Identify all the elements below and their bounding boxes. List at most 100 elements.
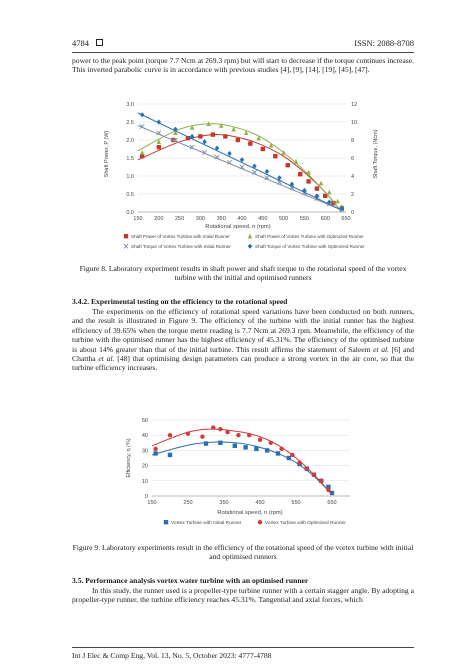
- series-fit-line-1: [151, 441, 333, 495]
- italic-et-al: et al.: [98, 354, 115, 364]
- section-3-5-heading: 3.5. Performance analysis vortex water t…: [72, 576, 309, 585]
- data-point-series-2: [311, 472, 317, 477]
- series-fit-line-4: [137, 112, 343, 211]
- x-tick-label: 350: [217, 216, 226, 222]
- figure-8-y-axis-label-right: Shaft Torque, (Ncm): [373, 129, 379, 178]
- y-tick-label-left: 2.0: [126, 138, 134, 144]
- y-tick-label-right: 2: [351, 192, 354, 198]
- data-point-series-1: [248, 141, 253, 146]
- data-point-series-2: [327, 189, 332, 195]
- data-point-series-4: [139, 112, 145, 118]
- data-point-series-1: [329, 490, 335, 496]
- figure-9-x-axis-label: Rotational speed, n (rpm): [217, 510, 282, 516]
- x-tick-label: 150: [147, 500, 156, 506]
- data-point-series-2: [318, 180, 324, 186]
- data-point-series-4: [214, 145, 220, 151]
- legend-entry: Shaft Torque of Vortex Turbine with Init…: [131, 244, 231, 249]
- y-tick-label-right: 0: [351, 210, 354, 216]
- series-fit-line-1: [137, 134, 343, 213]
- legend-marker: [163, 520, 169, 525]
- data-point-series-2: [189, 124, 195, 130]
- data-point-series-2: [326, 487, 331, 493]
- header-rule: [72, 52, 414, 53]
- data-point-series-2: [200, 434, 205, 439]
- data-point-series-2: [257, 437, 263, 442]
- data-point-series-4: [264, 168, 270, 175]
- data-point-series-4: [277, 175, 282, 181]
- figure-9-y-axis-label: Efficiency, η (%): [126, 438, 132, 477]
- data-point-series-3: [264, 175, 270, 181]
- data-point-series-2: [281, 150, 286, 155]
- data-point-series-4: [252, 163, 257, 169]
- x-tick-label: 400: [237, 216, 246, 222]
- x-tick-label: 500: [279, 216, 288, 222]
- data-point-series-1: [323, 193, 328, 198]
- data-point-series-1: [167, 452, 173, 458]
- intro-paragraph: power to the peak point (torque 7.7 Ncm …: [72, 56, 414, 75]
- x-tick-label: 650: [341, 216, 350, 222]
- y-tick-label-right: 4: [351, 174, 354, 180]
- legend-marker: [123, 243, 129, 249]
- figure-8-y-axis-label-left: Shaft Power, P (W): [104, 131, 110, 178]
- data-point-series-4: [327, 199, 332, 205]
- data-point-series-4: [202, 139, 207, 145]
- x-tick-label: 200: [154, 216, 163, 222]
- data-point-series-1: [306, 179, 311, 184]
- data-point-series-2: [268, 142, 274, 148]
- data-point-series-1: [243, 445, 248, 450]
- y-tick-label-right: 6: [351, 156, 354, 162]
- data-point-series-3: [172, 137, 178, 143]
- data-point-series-2: [185, 431, 191, 436]
- data-point-series-2: [243, 130, 249, 135]
- figure-9-legend: Vortex Turbine with Initial Runner Vortex…: [163, 520, 346, 526]
- header-box-icon: [96, 39, 103, 46]
- data-point-series-1: [285, 163, 290, 168]
- figure-8-chart: Shaft Power, P (W) Shaft Torque, (Ncm) R…: [104, 102, 379, 249]
- figure-8-caption: Figure 8. Laboratory experiment results …: [79, 264, 407, 283]
- legend-marker: [257, 520, 263, 525]
- data-point-series-2: [319, 478, 324, 483]
- data-point-series-2: [153, 446, 158, 452]
- y-tick-label-left: 1.0: [126, 174, 134, 180]
- data-point-series-2: [293, 159, 299, 164]
- figure-9-chart: Efficiency, η (%) Rotational speed, n (r…: [126, 418, 350, 526]
- data-point-series-2: [256, 135, 261, 141]
- data-point-series-1: [260, 146, 265, 152]
- legend-entry: Vortex Turbine with Initial Runner: [171, 520, 242, 526]
- legend-entry: Vortex Turbine with Optimized Runner: [265, 520, 346, 526]
- data-point-series-2: [218, 426, 223, 432]
- data-point-series-1: [156, 145, 161, 150]
- italic-et-al: et al.: [373, 344, 389, 354]
- data-point-series-3: [214, 154, 220, 160]
- section-3-4-2-body: The experiments on the efficiency of rot…: [72, 307, 414, 373]
- data-point-series-4: [314, 193, 320, 199]
- y-tick-label-left: 1.5: [126, 156, 134, 162]
- data-point-series-1: [139, 154, 145, 159]
- data-point-series-3: [239, 164, 245, 170]
- page-header: 4784 ISSN: 2088-8708: [72, 38, 414, 50]
- data-point-series-2: [247, 433, 252, 438]
- data-point-series-1: [314, 186, 320, 191]
- series-fit-line-3: [137, 125, 343, 211]
- data-point-series-2: [173, 130, 178, 135]
- data-point-series-2: [139, 150, 145, 155]
- data-point-series-1: [326, 484, 331, 490]
- data-point-series-1: [223, 134, 228, 139]
- data-point-series-2: [236, 433, 241, 438]
- x-tick-label: 300: [196, 216, 205, 222]
- data-point-series-1: [331, 200, 336, 206]
- legend-entry: Shaft Power of Vortex Turbine with Optim…: [255, 234, 364, 239]
- x-tick-label: 650: [327, 500, 336, 506]
- data-point-series-4: [189, 133, 195, 139]
- legend-entry: Shaft Torque of Vortex Turbine with Opti…: [255, 244, 365, 249]
- y-tick-label-left: 0.5: [126, 192, 134, 198]
- legend-marker: [123, 234, 129, 239]
- data-point-series-4: [227, 150, 232, 157]
- body-text: In this study, the runner used is a prop…: [72, 586, 414, 605]
- data-point-series-2: [279, 446, 284, 452]
- page-number: 4784: [72, 38, 89, 48]
- series-fit-line-2: [151, 428, 333, 495]
- issn: ISSN: 2088-8708: [354, 38, 414, 48]
- data-point-series-1: [198, 134, 203, 139]
- data-point-series-2: [304, 466, 309, 471]
